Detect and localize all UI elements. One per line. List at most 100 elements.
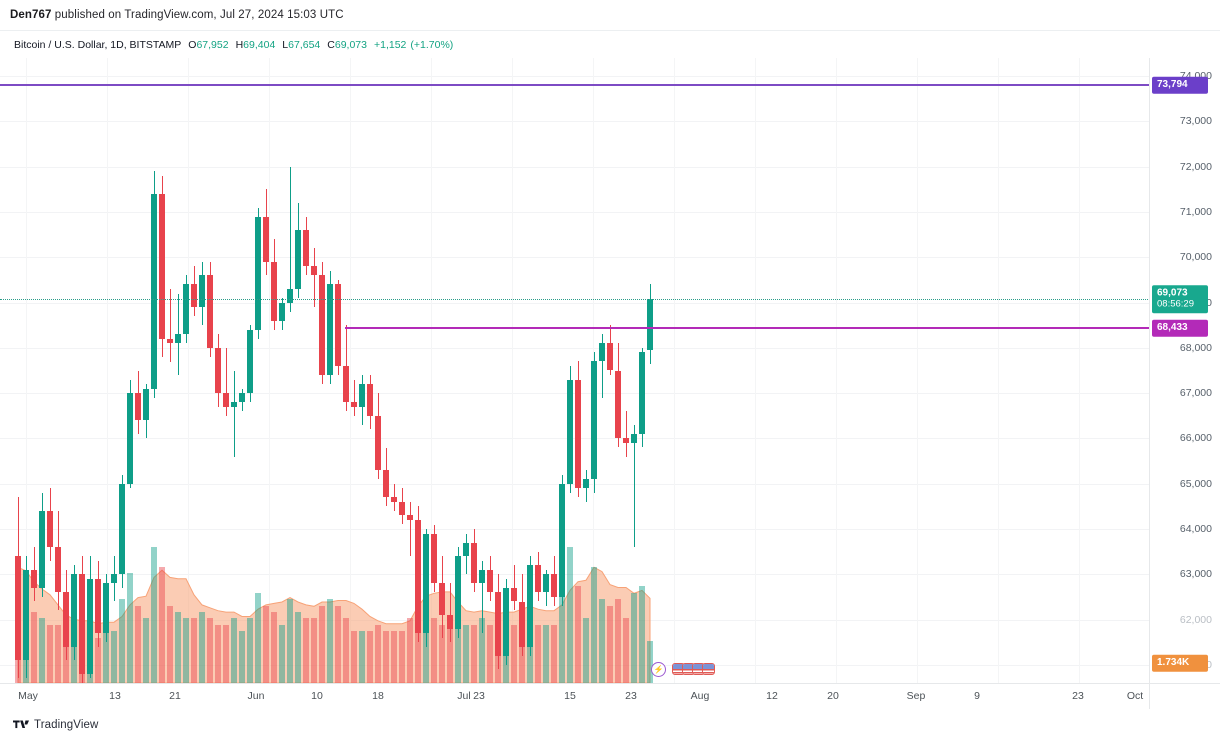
volume-bar bbox=[167, 605, 173, 683]
candle-body bbox=[87, 578, 94, 674]
gridline-horizontal bbox=[0, 302, 1150, 304]
tradingview-brand: TradingView bbox=[34, 718, 99, 731]
candle-body bbox=[375, 415, 382, 471]
candle-body bbox=[583, 479, 590, 489]
candle-body bbox=[343, 366, 350, 403]
time-tick-label: Jul bbox=[457, 690, 471, 702]
candle-body bbox=[423, 533, 430, 634]
badge-time: 08:56:29 bbox=[1157, 298, 1194, 310]
candle-body bbox=[479, 569, 486, 584]
time-axis[interactable]: May 13 21 Jun 10 18 23 Jul 15 23 Aug 12 20 Sep 9 23 Oct bbox=[0, 683, 1220, 710]
gridline-horizontal bbox=[0, 121, 1150, 123]
candle-body bbox=[103, 583, 110, 634]
flag-stripe bbox=[693, 669, 704, 674]
publisher-bar: Den767 published on TradingView.com, Jul… bbox=[0, 0, 1220, 30]
candle-body bbox=[463, 542, 470, 557]
resistance-badge[interactable]: 73,794 bbox=[1152, 77, 1208, 94]
volume-bar bbox=[607, 605, 613, 683]
earnings-flag-marker[interactable] bbox=[702, 663, 715, 675]
volume-bar bbox=[135, 605, 141, 683]
volume-bar bbox=[367, 631, 373, 683]
volume-bar bbox=[359, 631, 365, 683]
volume-bar bbox=[447, 618, 453, 683]
price-scale[interactable]: 74,00073,00072,00071,00070,00069,00068,0… bbox=[1150, 58, 1220, 683]
flag-stripe bbox=[673, 669, 684, 674]
candle-body bbox=[247, 329, 254, 394]
volume-bar bbox=[207, 618, 213, 683]
scale-separator bbox=[1149, 58, 1150, 683]
price-plot[interactable]: ⚡ bbox=[0, 58, 1150, 683]
candle-body bbox=[399, 501, 406, 516]
gridline-vertical bbox=[755, 58, 756, 683]
volume-bar bbox=[95, 637, 101, 683]
candle-body bbox=[95, 578, 102, 634]
gridline-horizontal bbox=[0, 76, 1150, 78]
low-value: L67,654 bbox=[282, 38, 321, 51]
volume-bar bbox=[575, 586, 581, 683]
candle-body bbox=[143, 388, 150, 421]
candle-wick bbox=[450, 583, 451, 643]
chart-frame: ⚡ 74,00073,00072,00071,00070,00069,00068… bbox=[0, 58, 1220, 683]
volume-bar bbox=[383, 631, 389, 683]
candle-body bbox=[519, 601, 526, 647]
time-tick-label: Aug bbox=[690, 690, 710, 702]
volume-bar bbox=[295, 611, 301, 683]
badge-value: 1.734K bbox=[1157, 656, 1190, 668]
candle-wick bbox=[290, 166, 291, 312]
candle-wick bbox=[394, 483, 395, 511]
volume-bar bbox=[255, 592, 261, 683]
volume-bar bbox=[151, 547, 157, 683]
candle-body bbox=[551, 574, 558, 597]
candle-wick bbox=[178, 293, 179, 375]
volume-bar bbox=[391, 631, 397, 683]
support-line[interactable] bbox=[345, 327, 1150, 330]
price-tick-label: 71,000 bbox=[1179, 206, 1212, 218]
price-tick-label: 67,000 bbox=[1179, 387, 1212, 400]
flag-stripe bbox=[683, 669, 694, 674]
volume-bar bbox=[55, 624, 61, 683]
time-tick-label: 12 bbox=[766, 690, 778, 702]
symbol-title[interactable]: Bitcoin / U.S. Dollar, 1D, BITSTAMP bbox=[14, 38, 182, 51]
time-tick-label: 20 bbox=[827, 690, 839, 702]
candle-body bbox=[255, 216, 262, 330]
symbol-legend[interactable]: Bitcoin / U.S. Dollar, 1D, BITSTAMP O67,… bbox=[14, 39, 453, 51]
volume-bar bbox=[439, 624, 445, 683]
time-tick-label: 23 bbox=[473, 690, 485, 702]
gridline-vertical bbox=[431, 58, 432, 683]
volume-bar bbox=[263, 605, 269, 683]
gridline-horizontal bbox=[0, 574, 1150, 576]
candle-body bbox=[111, 574, 118, 584]
volume-bar bbox=[183, 618, 189, 683]
candle-body bbox=[127, 393, 134, 484]
candle-body bbox=[159, 193, 166, 339]
candle-body bbox=[359, 384, 366, 407]
flag-stripe bbox=[693, 664, 704, 669]
gridline-horizontal bbox=[0, 257, 1150, 259]
candle-body bbox=[415, 520, 422, 634]
time-tick-label: 13 bbox=[109, 690, 121, 702]
volume-bar bbox=[279, 624, 285, 683]
volume-bar bbox=[479, 618, 485, 683]
volume-bar bbox=[471, 624, 477, 683]
lightning-marker[interactable]: ⚡ bbox=[651, 662, 666, 677]
candle-body bbox=[23, 569, 30, 661]
candle-body bbox=[231, 402, 238, 407]
candle-body bbox=[447, 615, 454, 629]
candle-wick bbox=[634, 424, 635, 548]
resistance-line[interactable] bbox=[0, 84, 1150, 87]
candle-wick bbox=[354, 379, 355, 416]
flag-stripe bbox=[673, 664, 684, 669]
candle-body bbox=[215, 347, 222, 394]
volume-bar bbox=[223, 624, 229, 683]
volume-bar bbox=[199, 611, 205, 683]
last-price-badge[interactable]: 69,073 08:56:29 bbox=[1152, 285, 1208, 314]
volume-ma-badge[interactable]: 1.734K bbox=[1152, 654, 1208, 672]
candle-body bbox=[503, 587, 510, 656]
gridline-vertical bbox=[188, 58, 189, 683]
gridline-vertical bbox=[512, 58, 513, 683]
time-tick-label: 23 bbox=[625, 690, 637, 702]
support-badge[interactable]: 68,433 bbox=[1152, 319, 1208, 337]
candle-body bbox=[567, 379, 574, 484]
legend-bar: Bitcoin / U.S. Dollar, 1D, BITSTAMP O67,… bbox=[0, 30, 1220, 58]
volume-bar bbox=[599, 599, 605, 683]
